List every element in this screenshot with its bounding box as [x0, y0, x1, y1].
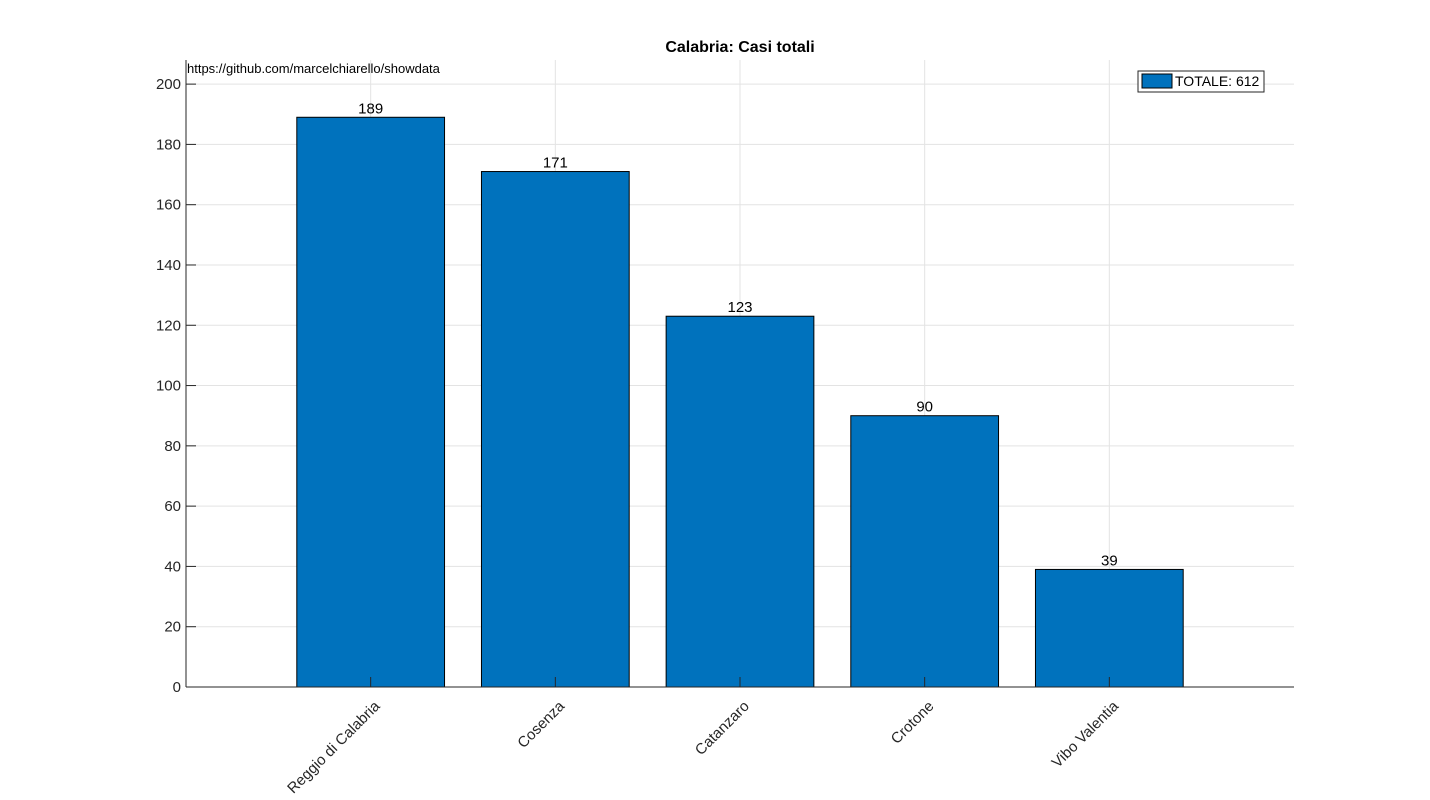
- y-tick-label: 20: [164, 619, 181, 636]
- bars: 189 171 123 90 39: [296, 100, 1184, 688]
- source-url: https://github.com/marcelchiarello/showd…: [187, 61, 441, 76]
- x-tick-label: Catanzaro: [692, 698, 753, 759]
- y-tick-label: 0: [173, 679, 181, 696]
- y-tick-label: 100: [156, 378, 181, 395]
- x-tick-label: Crotone: [888, 698, 938, 748]
- y-tick-label: 160: [156, 197, 181, 214]
- bar-value-label: 90: [916, 399, 933, 416]
- y-tick-label: 140: [156, 257, 181, 274]
- bar-crotone: [850, 415, 1000, 688]
- bar-value-label: 123: [727, 299, 752, 316]
- legend: TOTALE: 612: [1137, 70, 1265, 93]
- bar-vibo-valentia: [1034, 568, 1184, 688]
- x-tick-label: Cosenza: [514, 697, 568, 751]
- bar-value-label: 39: [1101, 552, 1118, 569]
- x-tick-label: Vibo Valentia: [1049, 697, 1123, 771]
- y-tick-label: 80: [164, 438, 181, 455]
- y-tick-label: 180: [156, 136, 181, 153]
- legend-swatch: [1141, 73, 1173, 89]
- chart-title: Calabria: Casi totali: [665, 39, 814, 56]
- bar-catanzaro: [665, 315, 815, 688]
- bar-cosenza: [480, 171, 630, 688]
- bar-value-label: 171: [543, 155, 568, 172]
- y-tick-label: 200: [156, 76, 181, 93]
- x-tick-label: Reggio di Calabria: [284, 697, 384, 797]
- bar-reggio-di-calabria: [296, 116, 446, 688]
- legend-label: TOTALE: 612: [1175, 73, 1260, 89]
- y-tick-label: 120: [156, 317, 181, 334]
- bar-value-label: 189: [358, 100, 383, 117]
- y-tick-label: 60: [164, 498, 181, 515]
- y-tick-label: 40: [164, 558, 181, 575]
